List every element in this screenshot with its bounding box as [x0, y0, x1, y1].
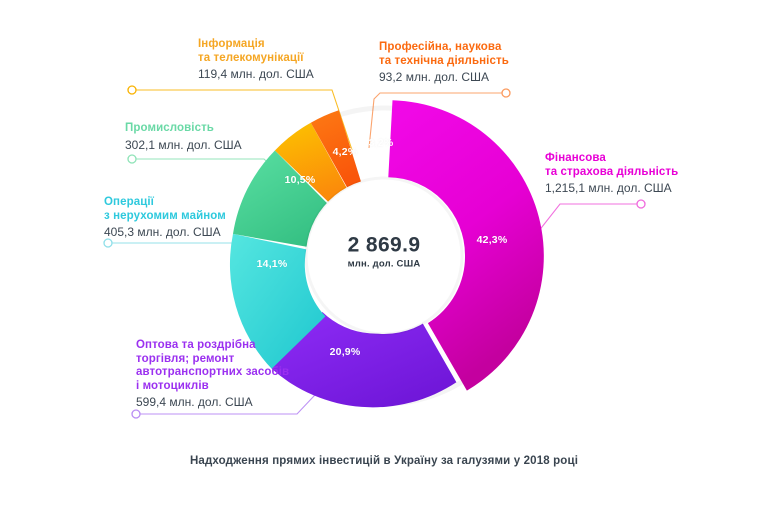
leader-line-financial-insurance — [537, 199, 646, 233]
percent-label-professional-scientific-technical: 3,2% — [368, 137, 394, 149]
percent-label-wholesale-retail-trade: 20,9% — [329, 346, 361, 358]
slice-professional-scientific-technical[interactable] — [310, 110, 362, 189]
callout-title-professional-scientific-technical: Професійна, наукова та технічна діяльніс… — [379, 41, 509, 67]
percent-label-information-telecommunications: 4,2% — [332, 146, 358, 158]
callout-value-wholesale-retail-trade: 599,4 млн. дол. США — [136, 395, 253, 409]
callout-value-information-telecommunications: 119,4 млн. дол. США — [198, 67, 314, 81]
chart-title: Надходження прямих інвестицій в Україну … — [189, 455, 579, 467]
callout-professional-scientific-technical[interactable]: Професійна, наукова та технічна діяльніс… — [379, 41, 509, 85]
callout-industry[interactable]: Промисловість 302,1 млн. дол. США — [125, 122, 242, 153]
callout-value-real-estate-operations: 405,3 млн. дол. США — [104, 225, 221, 239]
slice-wholesale-retail-trade[interactable] — [271, 312, 457, 408]
callout-financial-insurance[interactable]: Фінансова та страхова діяльність 1,215,1… — [545, 152, 678, 196]
callout-real-estate-operations[interactable]: Операції з нерухомим майном 405,3 млн. д… — [104, 196, 226, 240]
callout-title-information-telecommunications: Інформація та телекомунікації — [198, 38, 304, 64]
center-total: 2 869.9 млн. дол. США — [304, 234, 464, 271]
callout-title-real-estate-operations: Операції з нерухомим майном — [104, 196, 226, 222]
percent-label-industry: 10,5% — [284, 174, 316, 186]
center-total-value: 2 869.9 — [347, 233, 421, 257]
slice-industry[interactable] — [233, 150, 328, 247]
callout-title-wholesale-retail-trade: Оптова та роздрібна торгівля; ремонт авт… — [136, 339, 290, 392]
callout-information-telecommunications[interactable]: Інформація та телекомунікації 119,4 млн.… — [198, 38, 314, 82]
leader-line-information-telecommunications — [127, 85, 353, 151]
callout-value-industry: 302,1 млн. дол. США — [125, 137, 242, 152]
percent-label-financial-insurance: 42,3% — [476, 234, 508, 246]
slice-information-telecommunications[interactable] — [274, 122, 348, 203]
callout-title-financial-insurance: Фінансова та страхова діяльність — [545, 152, 679, 178]
slice-real-estate-operations[interactable] — [229, 233, 326, 369]
slice-financial-insurance[interactable] — [388, 100, 544, 391]
callout-value-professional-scientific-technical: 93,2 млн. дол. США — [379, 70, 489, 84]
percent-label-real-estate-operations: 14,1% — [256, 258, 288, 270]
callout-wholesale-retail-trade[interactable]: Оптова та роздрібна торгівля; ремонт авт… — [136, 339, 289, 410]
callout-title-industry: Промисловість — [125, 122, 214, 134]
callout-value-financial-insurance: 1,215,1 млн. дол. США — [545, 181, 672, 195]
center-total-unit: млн. дол. США — [347, 258, 421, 270]
leader-line-professional-scientific-technical — [368, 88, 511, 149]
